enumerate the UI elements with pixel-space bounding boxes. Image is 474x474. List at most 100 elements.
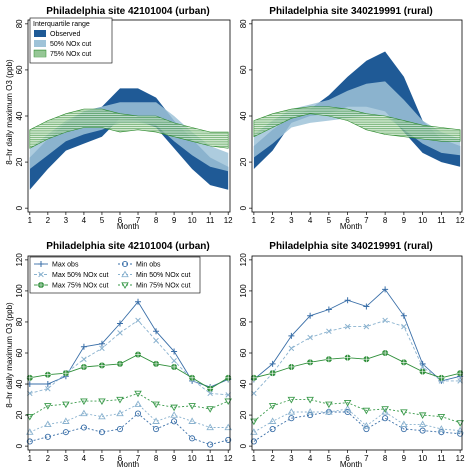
point-max-75-cut [437,374,445,382]
point-min-50-cut [343,404,352,412]
x-tick-label: 7 [364,216,369,225]
y-tick-label: 20 [239,157,248,166]
point-max-obs [363,303,370,310]
legend-marker-max-75-cut [37,281,45,289]
y-tick-label: 80 [15,19,24,28]
y-tick-label: 100 [239,284,248,298]
point-max-50-cut [344,323,351,330]
point-max-50-cut [207,390,213,397]
point-max-50-cut [99,345,105,352]
point-max-50-cut [401,323,407,330]
point-max-50-cut [45,385,51,392]
series-max-obs [250,286,464,384]
point-max-50-cut [363,323,370,330]
panel-title-urban-bottom: Philadelphia site 42101004 (urban) [46,241,209,252]
point-min-obs [250,438,257,445]
point-max-obs [288,332,295,339]
x-tick-label: 1 [252,216,257,225]
series-max-obs [26,298,232,391]
series-max-75-cut [26,351,232,393]
x-tick-label: 7 [136,216,141,225]
point-max-75-cut [381,349,389,357]
band-75-cut [253,106,461,142]
legend-label-75-cut: 75% NOx cut [50,51,91,58]
y-tick-label: 20 [15,410,24,419]
x-tick-label: 1 [252,454,257,463]
legend-label-min-50-cut: Min 50% NOx cut [136,272,191,279]
x-tick-label: 1 [28,454,33,463]
x-tick-label: 2 [46,454,51,463]
band-50-cut [253,81,461,158]
point-min-obs [153,425,160,433]
x-tick-label: 5 [327,216,332,225]
point-max-75-cut [134,351,142,359]
point-max-75-cut [98,361,106,369]
point-max-75-cut [62,369,70,377]
point-max-obs [344,297,351,304]
legend-item-max-75-cut: Max 75% NOx cut [34,281,108,290]
series-min-50-cut [26,400,232,435]
point-min-50-cut [98,412,106,420]
x-axis-label-bottom-left: Month [117,460,139,469]
x-tick-label: 12 [456,454,465,463]
legend-label-max-obs: Max obs [52,262,79,269]
point-min-obs [225,436,232,443]
point-min-50-cut [134,400,142,407]
point-max-75-cut [306,358,314,366]
x-tick-label: 4 [308,454,313,463]
x-tick-label: 3 [289,216,294,225]
point-min-75-cut [306,396,314,404]
point-min-obs [189,435,196,442]
y-tick-label: 80 [239,19,248,28]
point-min-50-cut [437,425,446,432]
x-axis-label-bottom-right: Month [340,460,362,469]
line-min-75-cut [253,399,461,424]
legend-item-min-50-cut: Min 50% NOx cut [118,270,191,279]
point-min-obs [80,424,87,431]
point-min-75-cut [206,406,214,413]
x-axis-label-top-left: Month [117,222,139,231]
point-max-75-cut [419,368,427,376]
point-min-obs [344,408,351,416]
x-tick-label: 3 [289,454,294,463]
legend-iqr-title: Interquartile range [33,21,90,28]
point-min-50-cut [400,420,408,428]
x-tick-label: 2 [270,216,275,225]
line-min-50-cut [29,403,229,433]
point-max-50-cut [153,337,159,344]
y-tick-label: 120 [239,253,248,267]
x-tick-label: 2 [46,216,51,225]
point-min-75-cut [44,403,52,410]
x-tick-label: 10 [188,216,197,225]
point-min-obs [26,438,33,445]
y-tick-label: 0 [15,443,24,448]
legend-marker-min-50-cut [121,270,129,278]
x-tick-label: 8 [383,454,388,463]
point-min-50-cut [206,423,214,431]
legend-item-min-75-cut: Min 75% NOx cut [118,282,191,290]
point-min-75-cut [268,403,277,410]
x-tick-label: 1 [28,216,33,225]
band-observed [253,51,461,169]
y-tick-label: 120 [15,253,24,267]
x-tick-label: 4 [82,454,87,463]
legend-label-min-obs: Min obs [136,262,161,269]
x-tick-label: 6 [118,216,123,225]
line-min-50-cut [253,408,461,433]
point-max-50-cut [419,364,426,370]
x-tick-label: 2 [270,454,275,463]
legend-item-max-obs: Max obs [34,261,79,269]
point-max-50-cut [171,358,177,364]
x-tick-label: 12 [224,216,233,225]
point-min-obs [307,412,314,419]
x-tick-label: 11 [206,216,215,225]
point-max-75-cut [325,355,333,363]
x-tick-label: 12 [224,454,233,463]
point-min-50-cut [188,417,196,424]
point-min-obs [44,433,51,440]
point-max-obs [307,312,314,319]
x-tick-label: 11 [437,454,446,463]
